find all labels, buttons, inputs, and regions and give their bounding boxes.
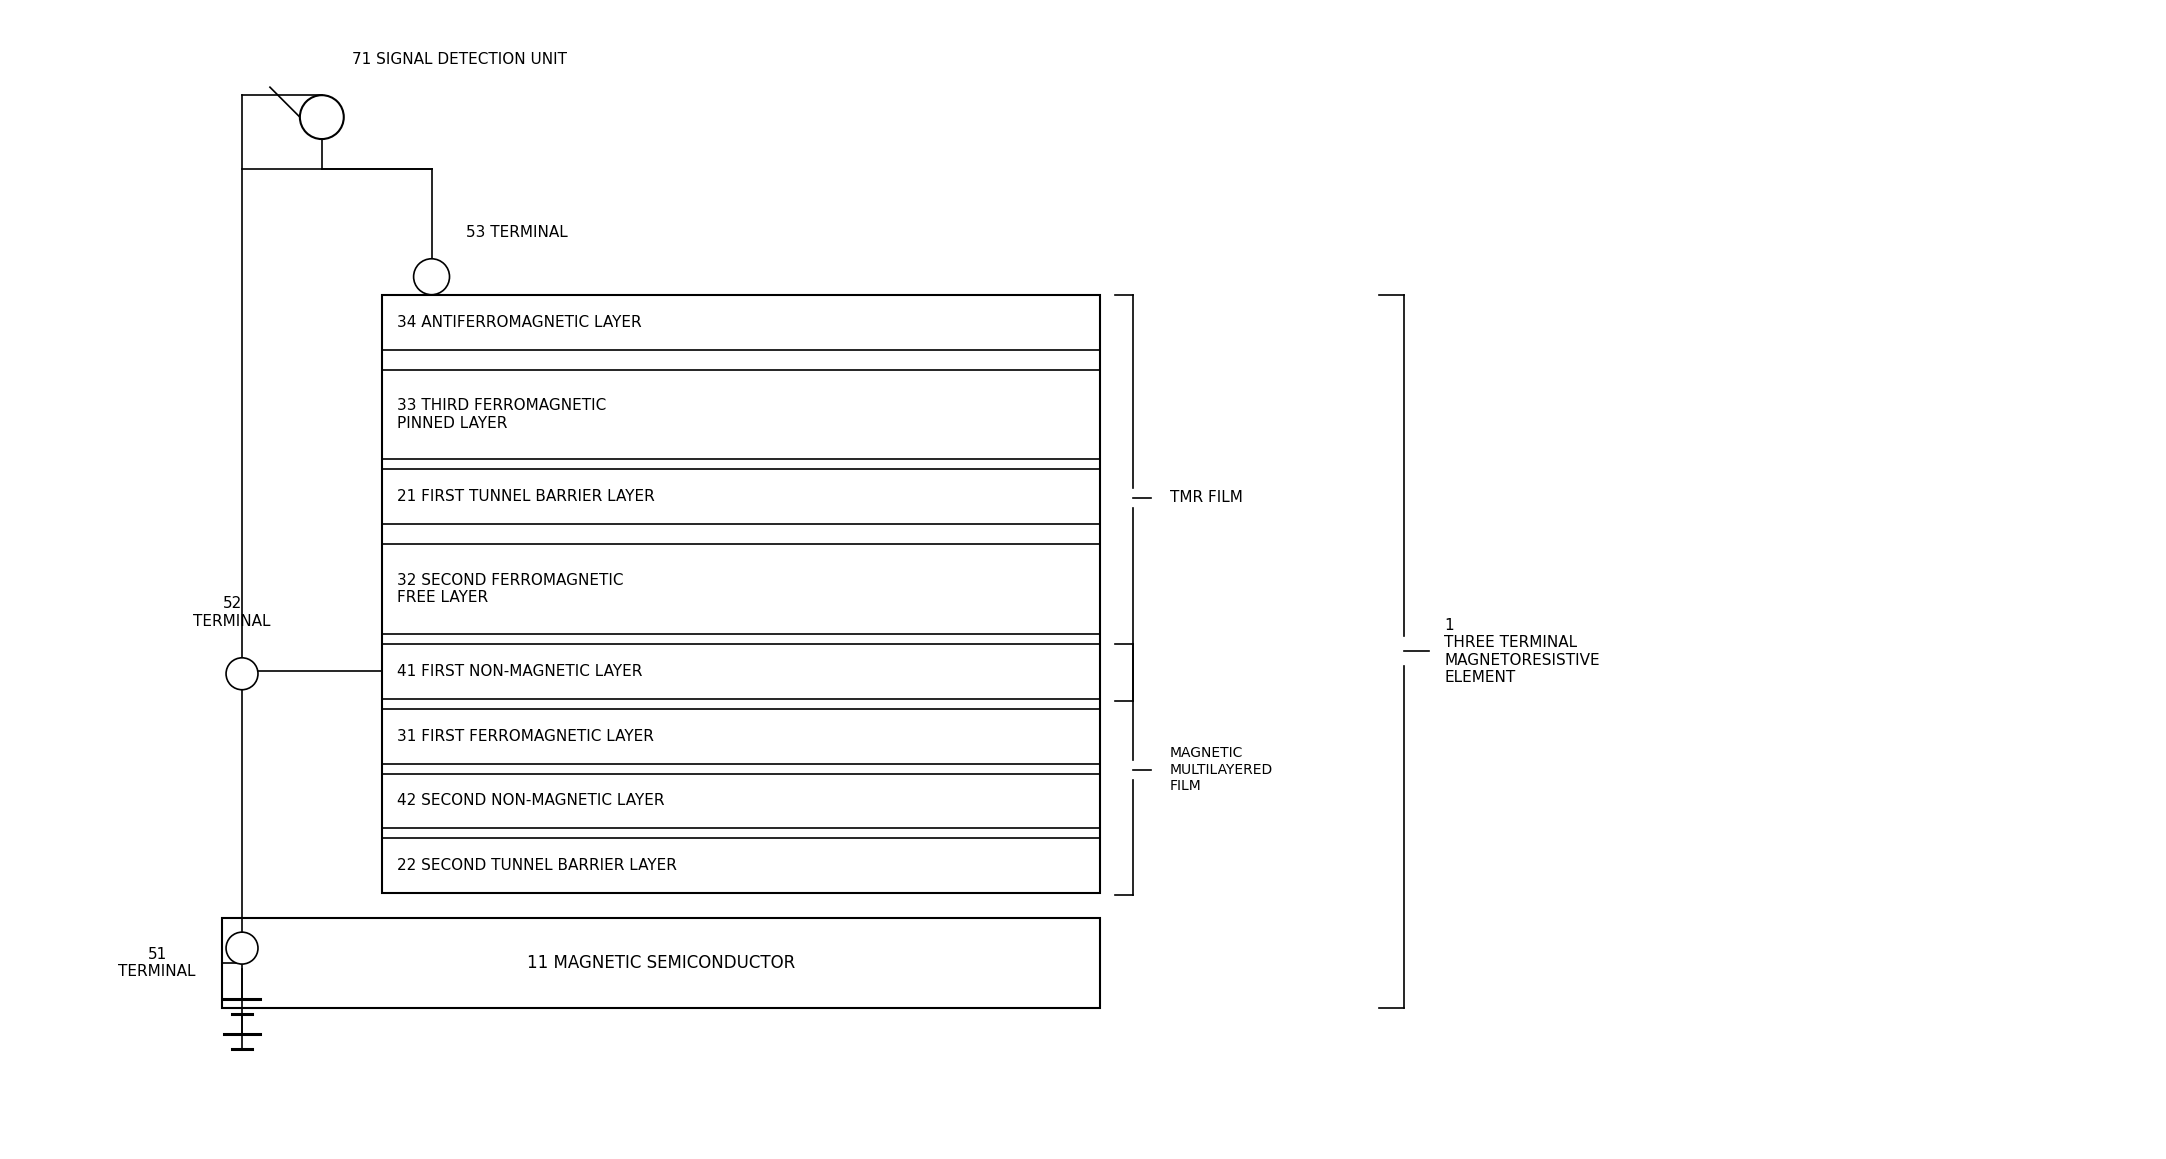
Text: 1
THREE TERMINAL
MAGNETORESISTIVE
ELEMENT: 1 THREE TERMINAL MAGNETORESISTIVE ELEMEN… [1445,618,1601,685]
FancyBboxPatch shape [381,644,1100,699]
Text: 31 FIRST FERROMAGNETIC LAYER: 31 FIRST FERROMAGNETIC LAYER [396,729,654,744]
FancyBboxPatch shape [381,773,1100,829]
Text: 71 SIGNAL DETECTION UNIT: 71 SIGNAL DETECTION UNIT [351,52,567,67]
Text: 32 SECOND FERROMAGNETIC
FREE LAYER: 32 SECOND FERROMAGNETIC FREE LAYER [396,573,624,605]
Text: 53 TERMINAL: 53 TERMINAL [466,225,567,240]
Text: 51
TERMINAL: 51 TERMINAL [119,947,195,979]
Circle shape [414,258,451,294]
Text: 52
TERMINAL: 52 TERMINAL [193,597,271,629]
FancyBboxPatch shape [381,370,1100,459]
Text: 33 THIRD FERROMAGNETIC
PINNED LAYER: 33 THIRD FERROMAGNETIC PINNED LAYER [396,399,606,431]
FancyBboxPatch shape [381,294,1100,350]
Text: 22 SECOND TUNNEL BARRIER LAYER: 22 SECOND TUNNEL BARRIER LAYER [396,859,676,874]
Circle shape [225,658,258,690]
Text: 21 FIRST TUNNEL BARRIER LAYER: 21 FIRST TUNNEL BARRIER LAYER [396,489,654,504]
Text: 42 SECOND NON-MAGNETIC LAYER: 42 SECOND NON-MAGNETIC LAYER [396,794,665,809]
Text: TMR FILM: TMR FILM [1170,490,1243,505]
FancyBboxPatch shape [223,918,1100,1008]
FancyBboxPatch shape [381,708,1100,764]
FancyBboxPatch shape [381,838,1100,894]
Text: MAGNETIC
MULTILAYERED
FILM: MAGNETIC MULTILAYERED FILM [1170,746,1274,793]
Circle shape [299,95,344,139]
FancyBboxPatch shape [381,544,1100,634]
FancyBboxPatch shape [381,469,1100,524]
Circle shape [225,932,258,964]
Text: 11 MAGNETIC SEMICONDUCTOR: 11 MAGNETIC SEMICONDUCTOR [526,954,795,972]
Text: 41 FIRST NON-MAGNETIC LAYER: 41 FIRST NON-MAGNETIC LAYER [396,664,641,679]
Text: 34 ANTIFERROMAGNETIC LAYER: 34 ANTIFERROMAGNETIC LAYER [396,314,641,329]
